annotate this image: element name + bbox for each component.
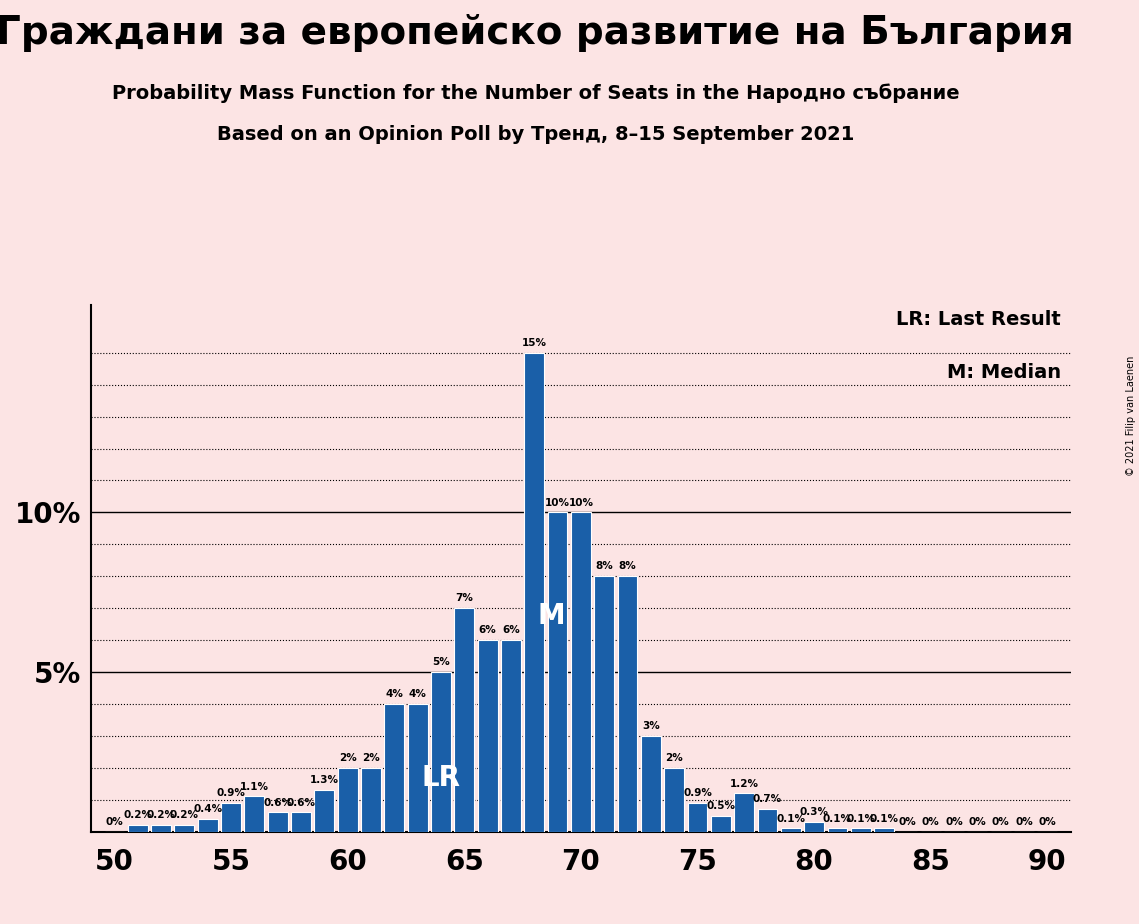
Bar — [431, 672, 451, 832]
Bar — [617, 577, 638, 832]
Bar — [735, 794, 754, 832]
Bar — [292, 812, 311, 832]
Bar — [245, 796, 264, 832]
Text: 1.2%: 1.2% — [730, 779, 759, 788]
Text: 0%: 0% — [945, 817, 962, 827]
Bar — [641, 736, 661, 832]
Text: 4%: 4% — [385, 689, 403, 699]
Text: 10%: 10% — [568, 498, 593, 507]
Bar — [198, 819, 218, 832]
Text: 0.5%: 0.5% — [706, 801, 736, 811]
Text: 8%: 8% — [618, 562, 637, 571]
Text: 6%: 6% — [502, 626, 519, 636]
Text: 2%: 2% — [362, 753, 380, 763]
Bar — [571, 513, 591, 832]
Text: 0.6%: 0.6% — [263, 797, 293, 808]
Text: 0.3%: 0.3% — [800, 808, 828, 817]
Text: 0.2%: 0.2% — [123, 810, 153, 821]
Bar — [454, 608, 474, 832]
Text: 0%: 0% — [992, 817, 1009, 827]
Bar — [128, 825, 148, 832]
Text: M: Median: M: Median — [947, 363, 1060, 382]
Text: 8%: 8% — [596, 562, 613, 571]
Bar — [501, 640, 521, 832]
Text: 1.1%: 1.1% — [240, 782, 269, 792]
Bar — [595, 577, 614, 832]
Bar — [757, 809, 778, 832]
Bar — [711, 816, 731, 832]
Bar — [828, 829, 847, 832]
Text: 3%: 3% — [642, 721, 659, 731]
Bar — [174, 825, 195, 832]
Text: 0.2%: 0.2% — [147, 810, 175, 821]
Text: 15%: 15% — [522, 338, 547, 348]
Text: 0.2%: 0.2% — [170, 810, 199, 821]
Bar — [874, 829, 894, 832]
Text: 0%: 0% — [1015, 817, 1033, 827]
Bar — [314, 790, 334, 832]
Text: Граждани за европейско развитие на България: Граждани за европейско развитие на Бълга… — [0, 14, 1074, 52]
Bar — [781, 829, 801, 832]
Text: M: M — [538, 602, 565, 630]
Text: 2%: 2% — [665, 753, 683, 763]
Text: Based on an Opinion Poll by Тренд, 8–15 September 2021: Based on an Opinion Poll by Тренд, 8–15 … — [216, 125, 854, 144]
Text: 2%: 2% — [338, 753, 357, 763]
Text: 4%: 4% — [409, 689, 427, 699]
Text: 0.9%: 0.9% — [216, 788, 246, 798]
Text: 10%: 10% — [546, 498, 570, 507]
Text: LR: Last Result: LR: Last Result — [896, 310, 1060, 329]
Bar — [221, 803, 241, 832]
Text: 0%: 0% — [899, 817, 916, 827]
Text: 0.7%: 0.7% — [753, 795, 782, 805]
Bar — [268, 812, 288, 832]
Text: LR: LR — [421, 764, 460, 792]
Text: 7%: 7% — [456, 593, 473, 603]
Bar — [151, 825, 171, 832]
Text: 0%: 0% — [968, 817, 986, 827]
Text: 5%: 5% — [432, 657, 450, 667]
Text: 0.1%: 0.1% — [777, 814, 805, 823]
Bar — [664, 768, 685, 832]
Bar — [338, 768, 358, 832]
Bar — [408, 704, 427, 832]
Text: 0.9%: 0.9% — [683, 788, 712, 798]
Text: 0%: 0% — [106, 817, 123, 827]
Bar — [361, 768, 380, 832]
Text: 0%: 0% — [921, 817, 940, 827]
Text: 0.1%: 0.1% — [823, 814, 852, 823]
Text: © 2021 Filip van Laenen: © 2021 Filip van Laenen — [1126, 356, 1136, 476]
Text: 0.4%: 0.4% — [194, 804, 222, 814]
Text: 1.3%: 1.3% — [310, 775, 338, 785]
Text: 0.1%: 0.1% — [869, 814, 899, 823]
Bar — [477, 640, 498, 832]
Text: 0.6%: 0.6% — [287, 797, 316, 808]
Text: 6%: 6% — [478, 626, 497, 636]
Bar — [688, 803, 707, 832]
Bar — [524, 353, 544, 832]
Text: 0.1%: 0.1% — [846, 814, 875, 823]
Text: 0%: 0% — [1039, 817, 1056, 827]
Text: Probability Mass Function for the Number of Seats in the Народно събрание: Probability Mass Function for the Number… — [112, 83, 959, 103]
Bar — [804, 822, 823, 832]
Bar — [548, 513, 567, 832]
Bar — [851, 829, 870, 832]
Bar — [384, 704, 404, 832]
